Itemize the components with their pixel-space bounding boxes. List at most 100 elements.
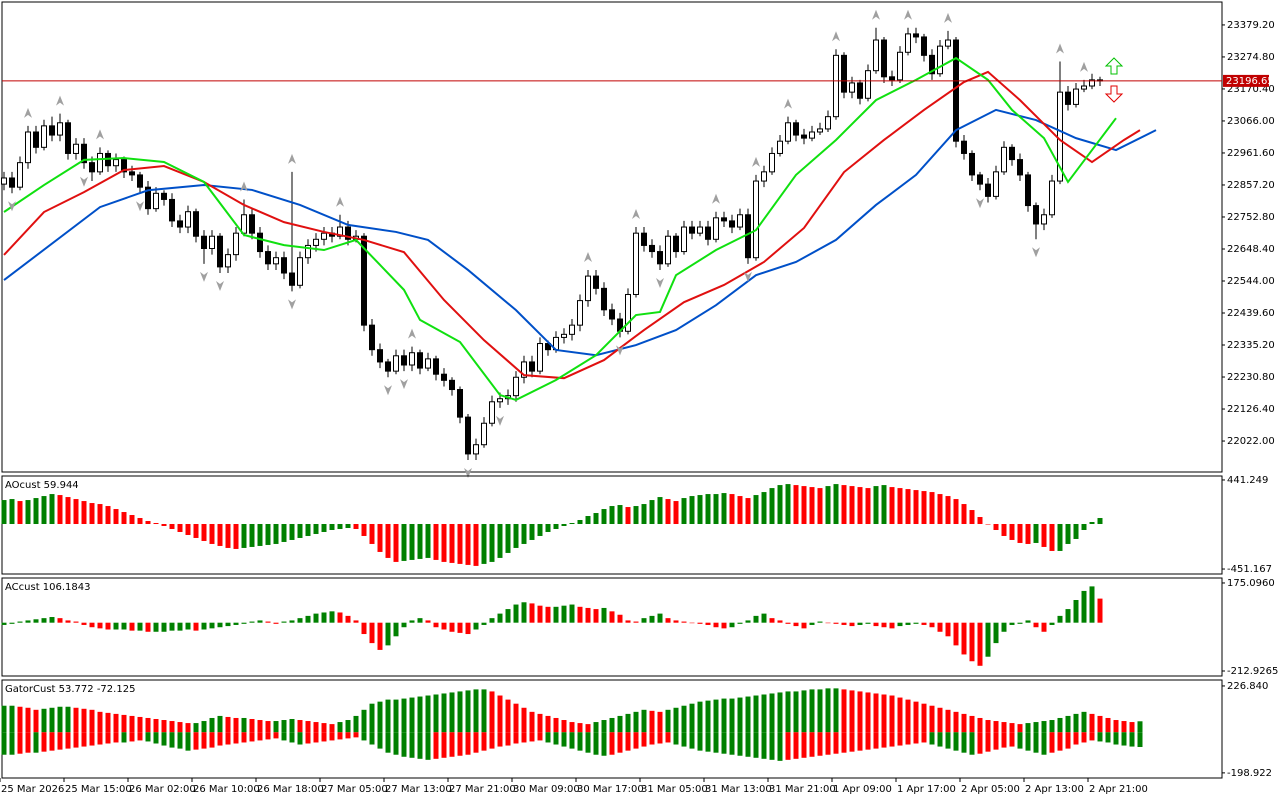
histogram-bar <box>577 606 583 623</box>
histogram-bar <box>473 524 479 566</box>
gator-bar <box>97 711 103 733</box>
fractal-down <box>216 281 224 292</box>
gator-bar <box>321 732 327 742</box>
candle-body <box>801 134 807 139</box>
histogram-bar <box>673 620 679 623</box>
histogram-bar <box>1 500 7 525</box>
histogram-bar <box>1049 622 1055 625</box>
gator-bar <box>649 710 655 733</box>
histogram-bar <box>313 524 319 534</box>
histogram-bar <box>729 494 735 525</box>
y-tick-label: 23066.00 <box>1227 116 1275 127</box>
candle-body <box>633 232 639 295</box>
histogram-bar <box>137 622 143 631</box>
histogram-bar <box>17 501 23 525</box>
histogram-bar <box>841 485 847 525</box>
gator-bar <box>833 688 839 733</box>
candle-body <box>233 232 239 256</box>
histogram-bar <box>537 605 543 623</box>
gator-bar <box>729 698 735 733</box>
histogram-bar <box>529 524 535 540</box>
histogram-bar <box>81 501 87 525</box>
gator-bar <box>169 721 175 733</box>
gator-bar <box>225 716 231 733</box>
histogram-bar <box>1017 524 1023 543</box>
histogram-bar <box>313 613 319 623</box>
histogram-bar <box>865 488 871 525</box>
gator-bar <box>849 690 855 733</box>
histogram-bar <box>73 621 79 623</box>
histogram-bar <box>545 524 551 532</box>
fractal-up <box>408 328 416 339</box>
histogram-bar <box>489 618 495 623</box>
histogram-bar <box>113 622 119 630</box>
gator-bar <box>393 699 399 733</box>
gator-bar <box>809 689 815 733</box>
candle-body <box>153 192 159 210</box>
x-tick-label: 30 Mar 17:00 <box>577 784 644 795</box>
histogram-bar <box>425 524 431 558</box>
histogram-bar <box>801 622 807 629</box>
gator-bar <box>1017 732 1023 749</box>
histogram-bar <box>1097 598 1103 623</box>
histogram-bar <box>977 622 983 666</box>
histogram-bar <box>553 606 559 623</box>
candle-body <box>809 131 815 139</box>
gator-bar <box>185 732 191 751</box>
gator-bar <box>505 699 511 733</box>
histogram-bar <box>617 614 623 623</box>
gator-bar <box>625 713 631 733</box>
gator-bar <box>577 732 583 751</box>
histogram-bar <box>601 607 607 623</box>
histogram-bar <box>1025 524 1031 544</box>
gator-bar <box>401 732 407 757</box>
candle-body <box>881 39 887 78</box>
fractal-up <box>1080 61 1088 72</box>
histogram-bar <box>417 618 423 623</box>
histogram-bar <box>433 622 439 628</box>
histogram-bar <box>457 524 463 564</box>
gator-bar <box>569 732 575 749</box>
gator-bar <box>457 732 463 756</box>
gator-bar <box>161 720 167 733</box>
histogram-bar <box>369 622 375 644</box>
gator-bar <box>801 732 807 758</box>
gator-bar <box>81 708 87 733</box>
histogram-bar <box>1065 524 1071 544</box>
gator-bar <box>633 711 639 733</box>
gator-bar <box>753 695 759 733</box>
gator-bar <box>881 732 887 748</box>
candle-body <box>241 214 247 234</box>
candle-body <box>961 140 967 154</box>
fractal-down <box>616 345 624 356</box>
histogram-bar <box>1089 586 1095 623</box>
gator-bar <box>993 732 999 750</box>
histogram-bar <box>897 488 903 525</box>
gator-bar <box>665 732 671 743</box>
x-tick-label: 1 Apr 17:00 <box>897 784 956 795</box>
gator-bar <box>385 732 391 753</box>
gator-bar <box>289 732 295 743</box>
gator-bar <box>745 732 751 757</box>
histogram-bar <box>833 484 839 525</box>
fractal-down <box>8 201 16 212</box>
gator-bar <box>897 732 903 746</box>
gator-bar <box>649 732 655 745</box>
candle-body <box>793 122 799 136</box>
gator-bar <box>681 732 687 747</box>
candle-body <box>577 300 583 326</box>
candle-body <box>601 287 607 311</box>
gator-bar <box>1001 722 1007 733</box>
histogram-bar <box>1009 524 1015 540</box>
gator-bar <box>809 732 815 757</box>
fractal-down <box>976 198 984 209</box>
histogram-bar <box>249 621 255 623</box>
gator-bar <box>969 715 975 733</box>
y-tick-label: 22648.40 <box>1227 244 1275 255</box>
gator-bar <box>1057 732 1063 751</box>
gator-bar <box>913 701 919 733</box>
candle-body <box>697 226 703 234</box>
fractal-up <box>944 12 952 23</box>
histogram-bar <box>337 524 343 529</box>
gator-bar <box>425 732 431 760</box>
